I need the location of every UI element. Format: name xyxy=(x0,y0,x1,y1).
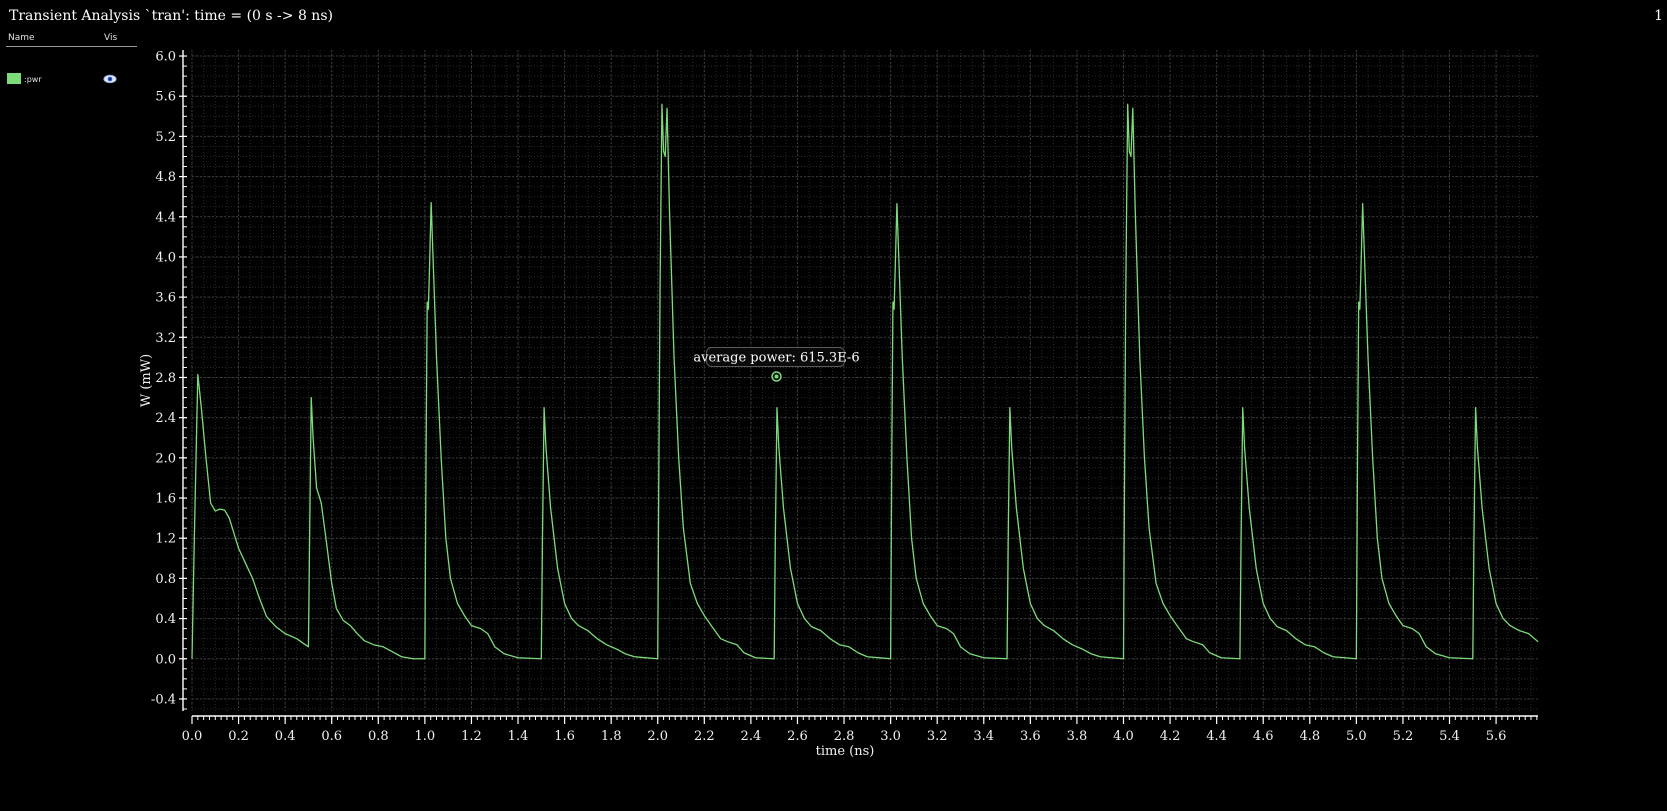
x-tick-label: 1.0 xyxy=(415,729,436,744)
x-tick-label: 2.0 xyxy=(647,729,668,744)
x-tick-label: 4.2 xyxy=(1160,729,1181,744)
x-tick-label: 3.2 xyxy=(927,729,948,744)
legend-name-header[interactable]: Name xyxy=(8,33,35,43)
chart-axes: -0.4 0.0 0.4 0.8 1.2 1.6 2.0 2.4 2.8 3.2 3.6 4.0 4.4… xyxy=(139,50,1538,759)
x-tick-label: 4.6 xyxy=(1253,729,1274,744)
legend-vis-header[interactable]: Vis xyxy=(104,33,118,43)
y-tick-label: 4.8 xyxy=(155,170,176,185)
series-line-pwr xyxy=(191,103,1539,660)
x-tick-label: 1.8 xyxy=(601,729,622,744)
x-tick-label: 3.0 xyxy=(880,729,901,744)
x-tick-label: 4.8 xyxy=(1299,729,1320,744)
legend-item-label[interactable]: :pwr xyxy=(24,75,42,84)
legend-header: Name Vis xyxy=(6,32,137,47)
chart-annotations: average power: 615.3E-6 xyxy=(693,346,860,382)
y-tick-label: 3.2 xyxy=(155,331,176,346)
y-axis-title: W (mW) xyxy=(139,354,154,407)
legend-item-pwr[interactable]: :pwr xyxy=(7,73,137,87)
x-tick-label: 4.0 xyxy=(1113,729,1134,744)
y-tick-label: 1.2 xyxy=(155,532,176,547)
annotation-box xyxy=(706,346,846,367)
x-tick-label: 5.6 xyxy=(1486,729,1507,744)
annotation-label: average power: 615.3E-6 xyxy=(693,350,859,365)
chart-series xyxy=(191,103,1539,660)
x-tick-label: 3.4 xyxy=(973,729,994,744)
y-tick-label: 2.4 xyxy=(155,411,176,426)
y-tick-label: 1.6 xyxy=(155,492,176,507)
y-tick-label: 4.0 xyxy=(155,250,176,265)
chart-grid xyxy=(191,50,1538,711)
y-tick-label: 5.2 xyxy=(155,130,176,145)
x-tick-label: 0.8 xyxy=(368,729,389,744)
x-tick-label: 2.8 xyxy=(834,729,855,744)
y-tick-label: -0.4 xyxy=(151,692,176,707)
x-axis-title: time (ns) xyxy=(816,744,875,759)
x-tick-label: 1.6 xyxy=(554,729,575,744)
x-tick-label: 0.0 xyxy=(182,729,203,744)
x-tick-label: 0.6 xyxy=(321,729,342,744)
x-tick-label: 2.2 xyxy=(694,729,715,744)
window-title: Transient Analysis `tran': time = (0 s -… xyxy=(9,8,333,24)
x-tick-label: 5.4 xyxy=(1439,729,1460,744)
annotation-marker xyxy=(771,371,782,382)
x-tick-label: 1.4 xyxy=(508,729,529,744)
y-tick-label: 6.0 xyxy=(155,50,176,65)
legend-color-swatch[interactable] xyxy=(7,73,21,84)
y-tick-label: 0.4 xyxy=(155,612,176,627)
y-tick-label: 0.8 xyxy=(155,572,176,587)
x-tick-label: 5.0 xyxy=(1346,729,1367,744)
page-number: 1 xyxy=(1654,8,1663,24)
y-tick-label: 4.4 xyxy=(155,210,176,225)
eye-icon[interactable] xyxy=(103,74,117,84)
x-tick-label: 3.8 xyxy=(1067,729,1088,744)
y-tick-label: 0.0 xyxy=(155,652,176,667)
x-tick-label: 1.2 xyxy=(461,729,482,744)
x-tick-label: 2.6 xyxy=(787,729,808,744)
x-tick-label: 5.2 xyxy=(1393,729,1414,744)
x-tick-label: 0.4 xyxy=(275,729,296,744)
annotation-marker-dot xyxy=(774,374,779,379)
x-tick-label: 3.6 xyxy=(1020,729,1041,744)
x-tick-label: 0.2 xyxy=(228,729,249,744)
x-tick-label: 2.4 xyxy=(741,729,762,744)
y-tick-label: 2.0 xyxy=(155,451,176,466)
x-tick-label: 4.4 xyxy=(1206,729,1227,744)
y-tick-label: 2.8 xyxy=(155,371,176,386)
y-tick-label: 5.6 xyxy=(155,90,176,105)
y-tick-label: 3.6 xyxy=(155,291,176,306)
